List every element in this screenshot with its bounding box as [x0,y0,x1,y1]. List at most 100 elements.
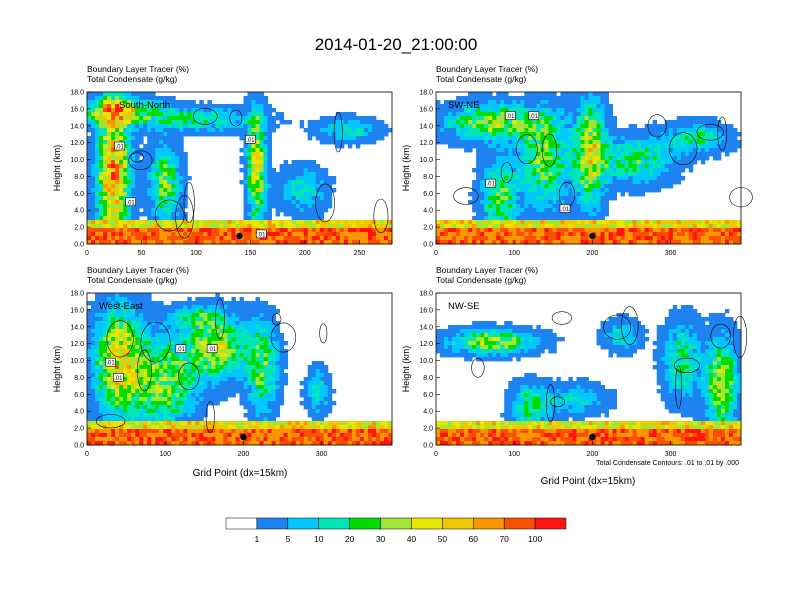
heatmap-cell [724,220,730,225]
heatmap-cell [359,116,365,121]
heatmap-cell [255,168,260,173]
heatmap-cell [103,188,108,193]
heatmap-cell [576,188,581,193]
heatmap-cell [155,156,160,161]
heatmap-cell [480,96,485,101]
heatmap-cell [287,232,293,237]
heatmap-cell [327,180,333,185]
heatmap-cell [159,353,164,358]
heatmap-cell [267,168,272,173]
heatmap-cell [496,96,501,101]
heatmap-cell [692,132,698,137]
heatmap-cell [175,357,180,362]
heatmap-cell [215,317,220,322]
heatmap-cell [367,132,373,137]
heatmap-cell [632,240,638,245]
heatmap-cell [496,156,501,161]
heatmap-cell [139,325,144,330]
heatmap-cell [564,224,569,229]
heatmap-cell [540,196,545,201]
heatmap-cell [103,297,108,302]
heatmap-cell [323,180,329,185]
heatmap-cell [331,116,337,121]
heatmap-cell [163,184,168,189]
heatmap-cell [528,224,533,229]
heatmap-cell [584,240,589,245]
heatmap-cell [183,196,188,201]
heatmap-cell [307,160,313,165]
heatmap-cell [520,144,525,149]
heatmap-cell [335,116,341,121]
heatmap-cell [147,240,152,245]
heatmap-cell [688,132,694,137]
heatmap-cell [155,333,160,338]
heatmap-cell [215,329,220,334]
heatmap-cell [592,204,597,209]
heatmap-cell [335,224,341,229]
y-axis-label: Height (km) [401,145,411,192]
heatmap-cell [496,240,501,245]
heatmap-cell [456,140,461,145]
heatmap-cell [123,325,128,330]
heatmap-cell [608,112,613,117]
heatmap-cell [708,120,714,125]
heatmap-cell [556,212,561,217]
heatmap-cell [263,196,268,201]
heatmap-cell [175,313,180,318]
heatmap-cell [143,156,148,161]
heatmap-cell [263,200,268,205]
location-marker [236,232,243,240]
heatmap-cell [456,100,461,105]
heatmap-cell [227,349,232,354]
heatmap-cell [179,160,184,165]
heatmap-cell [235,224,240,229]
heatmap-cell [540,164,545,169]
heatmap-cell [303,168,309,173]
heatmap-cell [227,325,232,330]
heatmap-cell [91,168,96,173]
heatmap-cell [448,132,453,137]
heatmap-cell [488,152,493,157]
heatmap-cell [95,325,100,330]
heatmap-cell [235,313,240,318]
heatmap-cell [564,128,569,133]
heatmap-cell [612,240,617,245]
heatmap-cell [548,120,553,125]
heatmap-cell [684,144,690,149]
heatmap-cell [211,361,216,366]
heatmap-cell [536,184,541,189]
heatmap-cell [363,240,369,245]
heatmap-cell [532,136,537,141]
heatmap-cell [676,240,682,245]
heatmap-cell [91,216,96,221]
heatmap-cell [564,124,569,129]
heatmap-cell [215,128,220,133]
heatmap-cell [347,120,353,125]
heatmap-cell [95,176,100,181]
heatmap-cell [592,216,597,221]
heatmap-cell [564,112,569,117]
heatmap-cell [460,124,465,129]
heatmap-cell [195,240,200,245]
heatmap-cell [628,224,634,229]
heatmap-cell [496,236,501,241]
heatmap-cell [99,156,104,161]
heatmap-cell [255,341,260,346]
heatmap-cell [516,124,521,129]
heatmap-cell [560,228,565,233]
heatmap-cell [660,148,666,153]
heatmap-cell [600,104,605,109]
heatmap-cell [219,321,224,326]
heatmap-cell [672,124,678,129]
heatmap-cell [680,132,686,137]
heatmap-cell [283,120,289,125]
heatmap-cell [383,124,389,129]
heatmap-cell [183,333,188,338]
heatmap-cell [508,180,513,185]
heatmap-cell [676,132,682,137]
heatmap-cell [680,148,686,153]
heatmap-cell [359,140,365,145]
heatmap-cell [548,228,553,233]
heatmap-cell [608,172,613,177]
heatmap-cell [143,337,148,342]
